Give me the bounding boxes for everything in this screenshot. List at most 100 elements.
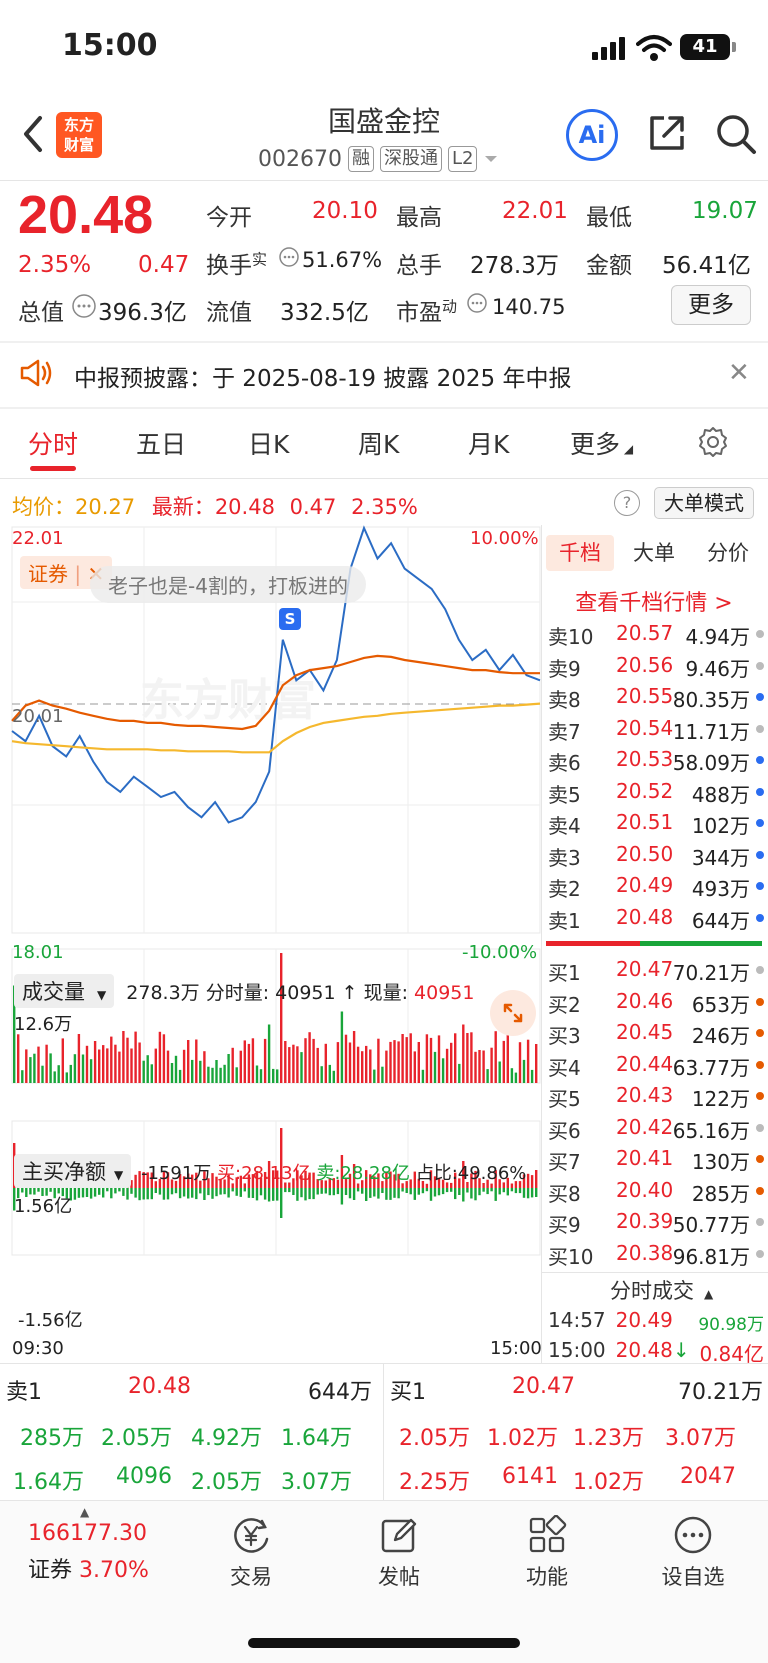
- net-sell-bar: [98, 1188, 101, 1195]
- tab-price-distribution[interactable]: 分价: [707, 541, 749, 565]
- ask-row[interactable]: 卖4 20.51 102万: [548, 808, 764, 839]
- expand-icon[interactable]: [490, 990, 536, 1036]
- net-sell-bar: [284, 1188, 287, 1193]
- volume-bar: [17, 1034, 20, 1083]
- ask-row[interactable]: 卖1 20.48 644万: [548, 903, 764, 934]
- tab-thousand-levels[interactable]: 千档: [546, 535, 614, 571]
- volume-bar: [292, 1044, 295, 1083]
- bid-row[interactable]: 买5 20.43 122万: [548, 1081, 764, 1112]
- trade-volume: 0.84亿: [699, 1342, 764, 1366]
- trades-title[interactable]: 分时成交 ▲: [610, 1275, 713, 1305]
- search-icon[interactable]: [714, 112, 758, 156]
- net-sell-bar: [142, 1188, 145, 1200]
- tab-big-orders[interactable]: 大单: [633, 541, 675, 565]
- net-sell-bar: [255, 1188, 259, 1201]
- trade-time: 15:00: [548, 1338, 606, 1362]
- notice-divider: [0, 407, 768, 409]
- bid-row[interactable]: 买10 20.38 96.81万: [548, 1239, 764, 1270]
- level-dot-icon: [756, 724, 764, 733]
- stock-subtitle[interactable]: 002670 融 深股通 L2: [258, 146, 499, 172]
- comment-bubble[interactable]: 老子也是-4割的，打板进的: [90, 566, 366, 603]
- dropdown-caret-icon[interactable]: [483, 153, 499, 165]
- nav-post[interactable]: 发帖: [354, 1515, 444, 1591]
- close-icon[interactable]: ✕: [728, 358, 750, 388]
- level-price: 20.44: [616, 1051, 674, 1076]
- net-sell-bar: [85, 1188, 89, 1197]
- net-sell-bar: [134, 1188, 137, 1198]
- index-ticker[interactable]: ▲ 166177.30 证券 3.70%: [28, 1505, 149, 1584]
- back-arrow-icon[interactable]: [18, 112, 48, 156]
- more-button[interactable]: 更多: [671, 285, 751, 325]
- net-sell-bar: [178, 1188, 182, 1199]
- volume-bar: [215, 1060, 218, 1083]
- edit-icon: [381, 1518, 417, 1553]
- app-logo: 东方 财富: [56, 112, 102, 158]
- view-thousand-levels-link[interactable]: 查看千档行情 >: [575, 591, 733, 616]
- level-label: 买6: [548, 1118, 581, 1143]
- help-icon[interactable]: ?: [614, 490, 640, 516]
- ask-row[interactable]: 卖9 20.56 9.46万: [548, 651, 764, 682]
- intraday-chart[interactable]: 东方财富: [0, 525, 545, 1355]
- level-price: 20.41: [616, 1146, 674, 1170]
- bid-row[interactable]: 买9 20.39 50.77万: [548, 1207, 764, 1238]
- open-value: 20.10: [312, 198, 378, 224]
- net-buy-select[interactable]: 主买净额 ▼: [14, 1154, 132, 1188]
- ask-row[interactable]: 卖6 20.53 58.09万: [548, 745, 764, 776]
- bid-row[interactable]: 买2 20.46 653万: [548, 987, 764, 1018]
- bid-row[interactable]: 买4 20.44 63.77万: [548, 1050, 764, 1081]
- level-dot-icon: [756, 850, 764, 859]
- volume-bar: [61, 1038, 64, 1083]
- turnover-label: 换手实: [206, 246, 267, 280]
- orderbook-tabs: 千档 大单 分价: [546, 535, 762, 571]
- latest-change: 0.47: [289, 495, 337, 519]
- tab-intraday[interactable]: 分时: [28, 430, 79, 459]
- nav-add-watchlist[interactable]: 设自选: [648, 1515, 738, 1591]
- ask-row[interactable]: 卖10 20.57 4.94万: [548, 619, 764, 650]
- ask-row[interactable]: 卖2 20.49 493万: [548, 871, 764, 902]
- net-buy-bar: [308, 1172, 311, 1188]
- info-icon[interactable]: [466, 292, 488, 314]
- notice-text[interactable]: 中报预披露：于 2025-08-19 披露 2025 年中报: [74, 366, 572, 392]
- volume-bar: [498, 1061, 501, 1083]
- big-order-mode-button[interactable]: 大单模式: [654, 487, 754, 519]
- ask-row[interactable]: 卖8 20.55 80.35万: [548, 682, 764, 713]
- tab-more[interactable]: 更多 ◢: [570, 425, 633, 461]
- bid-row[interactable]: 买1 20.47 70.21万: [548, 955, 764, 986]
- volume-bar: [535, 1044, 538, 1083]
- caret-up-icon: ▲: [80, 1505, 90, 1519]
- ask-row[interactable]: 卖3 20.50 344万: [548, 840, 764, 871]
- trade-row: 15:00 20.48↓ 0.84亿: [548, 1338, 764, 1366]
- yen-circle-icon: [234, 1518, 269, 1553]
- volume-bar: [207, 1066, 210, 1083]
- share-icon[interactable]: [646, 112, 688, 154]
- tab-monthly-k[interactable]: 月K: [468, 430, 510, 459]
- nav-trade[interactable]: 交易: [206, 1515, 296, 1591]
- volume-bar: [474, 1051, 477, 1083]
- net-sell-bar: [385, 1188, 388, 1200]
- sell-marker[interactable]: S: [279, 608, 301, 630]
- orderbook-divider: [541, 525, 542, 1363]
- net-buy-bar: [296, 1170, 299, 1188]
- volume-select[interactable]: 成交量 ▼: [14, 974, 115, 1008]
- info-icon[interactable]: [278, 246, 300, 268]
- gear-icon[interactable]: [696, 425, 730, 459]
- tab-five-day[interactable]: 五日: [136, 430, 187, 459]
- nav-functions[interactable]: 功能: [502, 1515, 592, 1591]
- index-value: 166177.30: [28, 1521, 147, 1546]
- tab-weekly-k[interactable]: 周K: [358, 430, 400, 459]
- net-sell-bar: [344, 1188, 348, 1195]
- info-icon[interactable]: [71, 293, 99, 321]
- ai-button[interactable]: Ai: [566, 109, 618, 161]
- battery-tip: [732, 42, 736, 52]
- bid-row[interactable]: 买6 20.42 65.16万: [548, 1113, 764, 1144]
- bid-row[interactable]: 买7 20.41 130万: [548, 1144, 764, 1175]
- bid-row[interactable]: 买8 20.40 285万: [548, 1176, 764, 1207]
- tab-daily-k[interactable]: 日K: [248, 430, 290, 459]
- ask-row[interactable]: 卖5 20.52 488万: [548, 777, 764, 808]
- bid-row[interactable]: 买3 20.45 246万: [548, 1018, 764, 1049]
- level-price: 20.40: [616, 1177, 674, 1202]
- net-sell-bar: [114, 1188, 117, 1194]
- net-sell-bar: [466, 1188, 469, 1193]
- ask-row[interactable]: 卖7 20.54 11.71万: [548, 714, 764, 745]
- home-indicator[interactable]: [248, 1638, 520, 1648]
